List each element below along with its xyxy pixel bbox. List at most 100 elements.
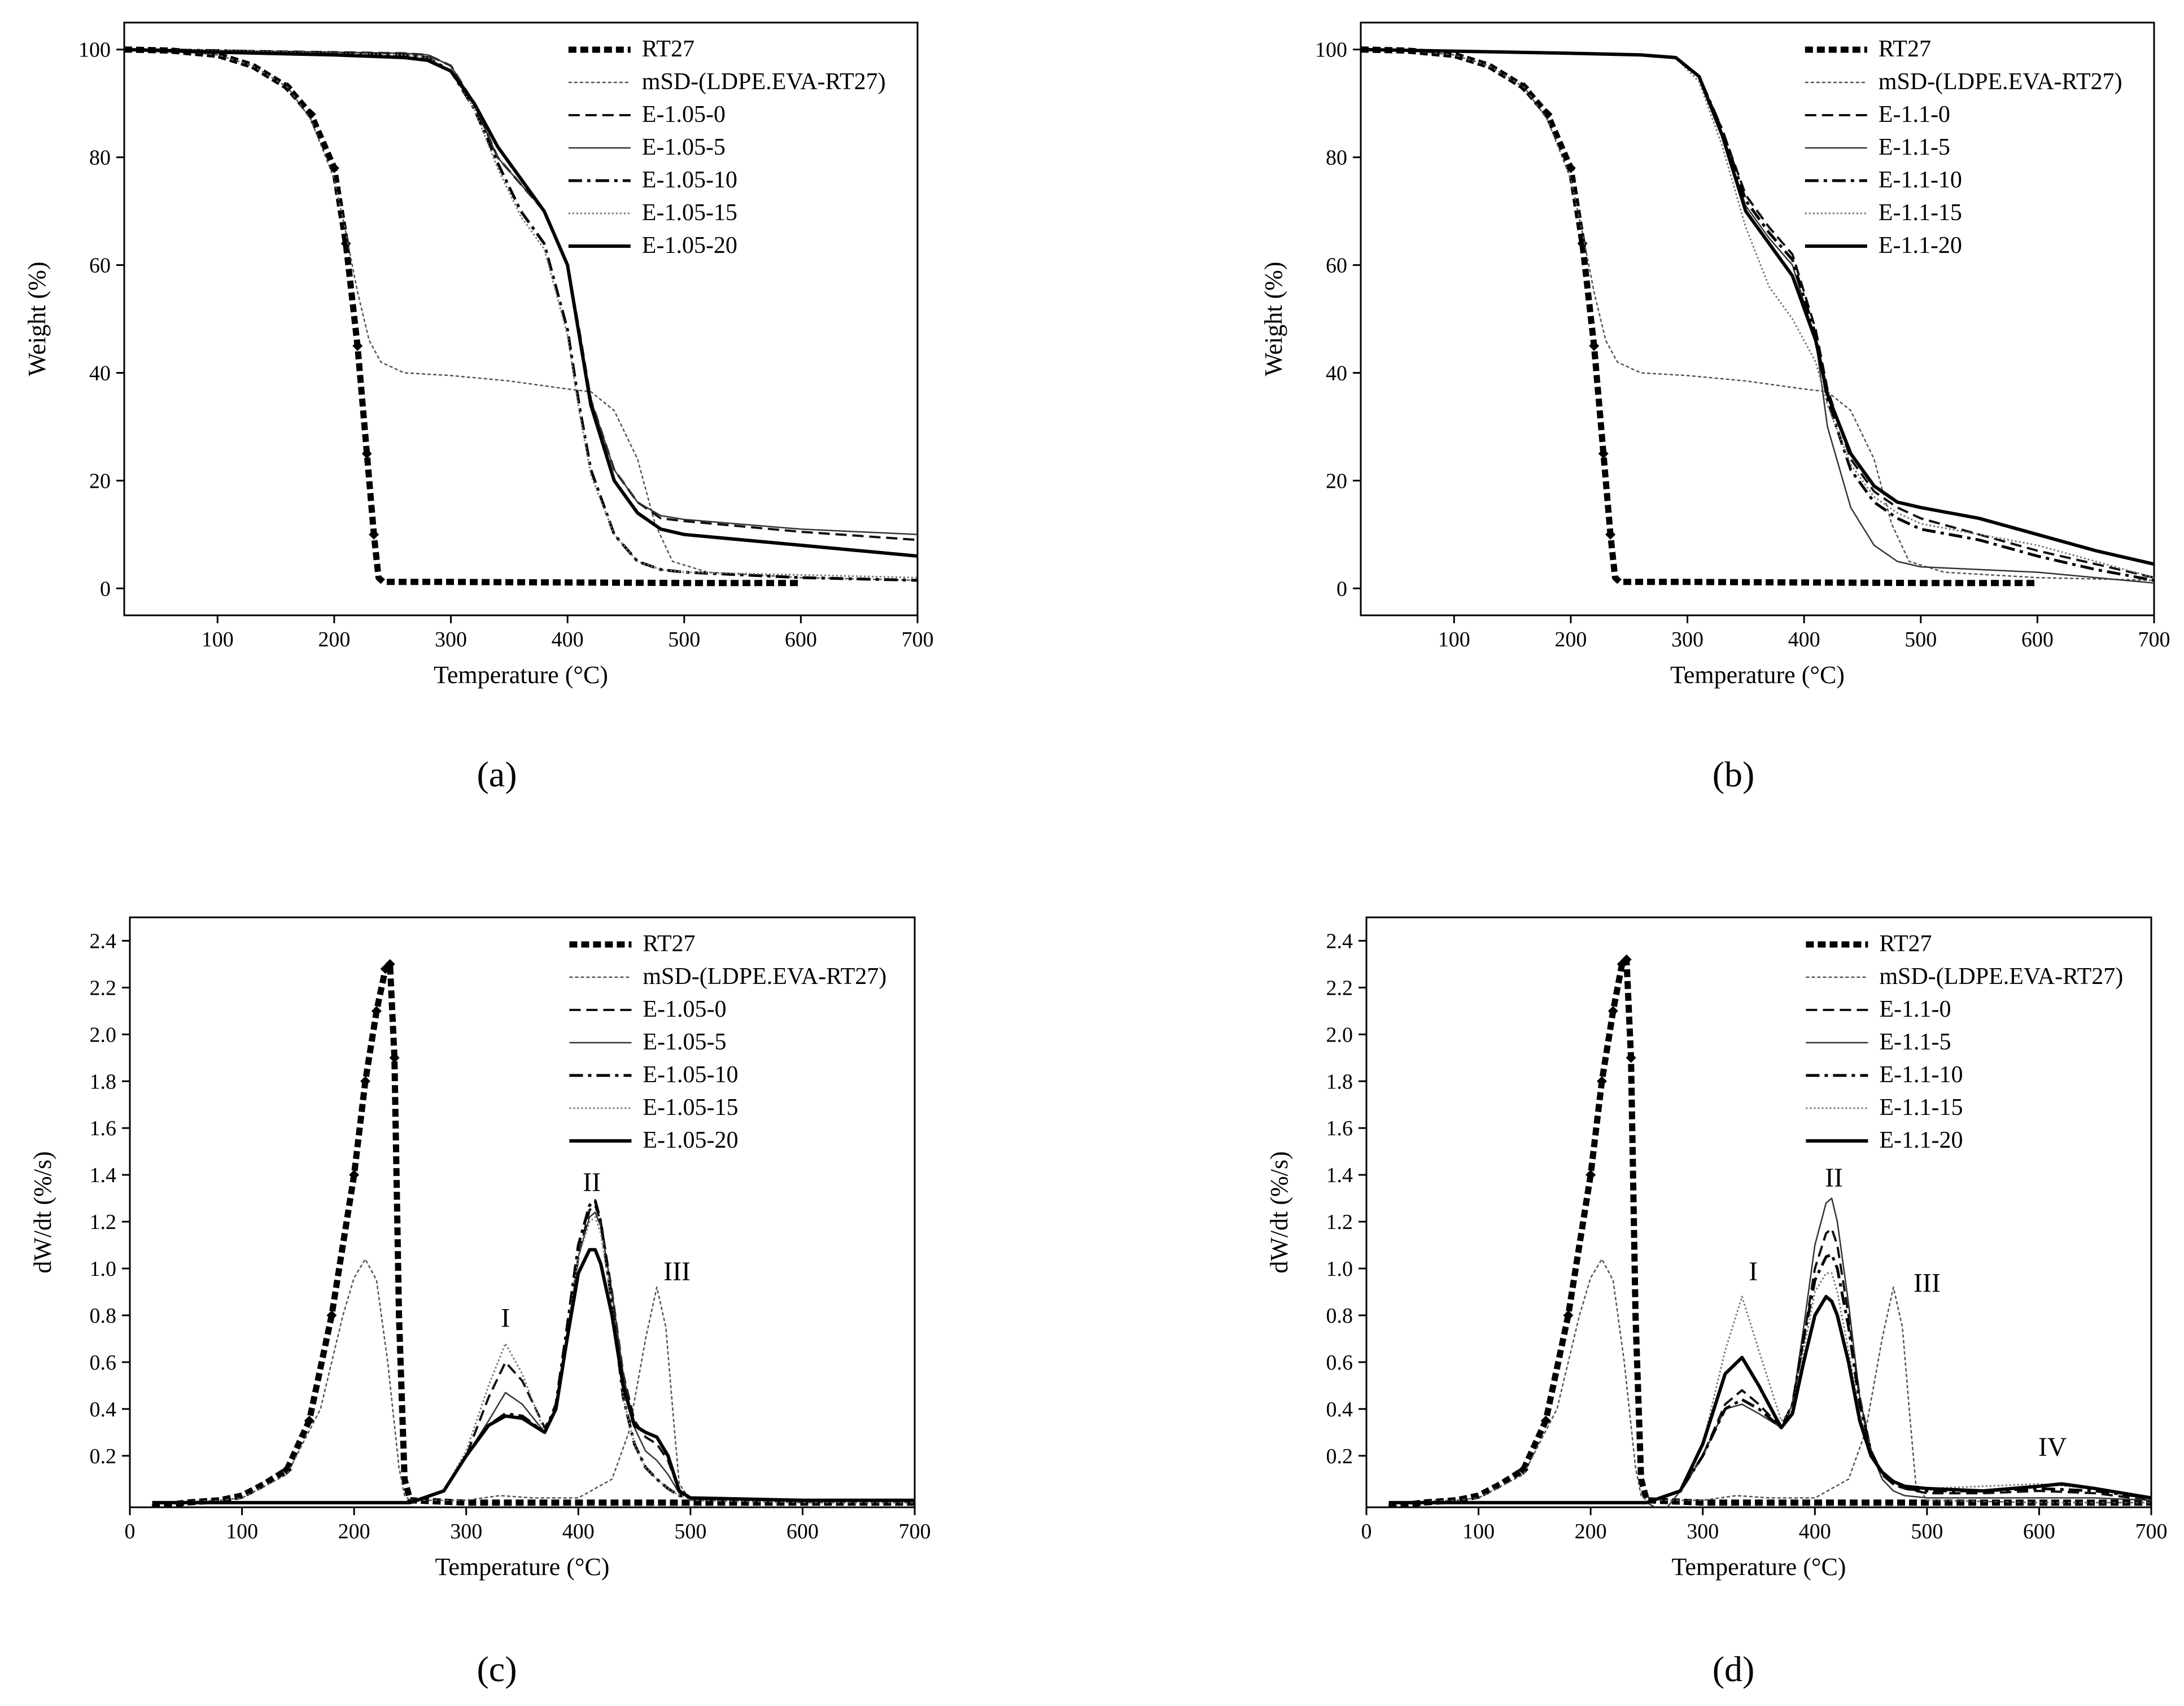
legend-label: E-1.1-0: [1879, 102, 1950, 128]
x-tick-label: 300: [1687, 1520, 1719, 1543]
legend-label: E-1.1-5: [1879, 1029, 1951, 1055]
series-line-e-1-05-0: [124, 48, 918, 541]
x-tick-label: 500: [668, 628, 700, 651]
x-tick-label: 200: [338, 1520, 370, 1543]
rt27-marker: [1608, 1005, 1618, 1016]
series-line-e-1-1-0: [1388, 1227, 2151, 1504]
x-tick-label: 400: [552, 628, 584, 651]
panel-d-chart: 0 100 200 300 400 500 600 700 0.2 0.4 0.6 0.8 1.0 1.2…: [1265, 916, 2168, 1581]
legend-label: E-1.1-15: [1879, 1095, 1963, 1121]
y-tick-label: 0: [1336, 577, 1347, 601]
rt27-marker: [385, 959, 395, 969]
y-tick-label: 0.8: [1326, 1304, 1353, 1328]
y-tick-label: 40: [1326, 361, 1347, 385]
x-tick-label: 400: [562, 1520, 595, 1543]
y-tick-label: 1.6: [1326, 1117, 1353, 1140]
legend-label: E-1.05-15: [643, 1095, 738, 1121]
legend-label: E-1.05-5: [643, 1029, 726, 1055]
series-line-e-1-05-10: [124, 48, 918, 582]
peak-label-i: I: [501, 1303, 510, 1333]
y-tick-label: 0.6: [90, 1351, 117, 1375]
legend-label: RT27: [1879, 36, 1931, 62]
series-line-rt27: [124, 46, 801, 587]
rt27-marker: [352, 340, 363, 351]
x-tick-label: 600: [787, 1520, 819, 1543]
series-line-e-1-05-0: [152, 1204, 915, 1504]
x-axis-title: Temperature (°C): [1670, 661, 1845, 689]
rt27-marker: [1589, 340, 1600, 351]
rt27-marker: [1577, 238, 1588, 249]
legend-label: E-1.05-20: [643, 1127, 738, 1153]
series-line-rt27: [1361, 46, 2038, 587]
y-axis-title: Weight (%): [23, 262, 51, 377]
legend-label: E-1.05-15: [642, 200, 737, 226]
plot-frame: [123, 21, 919, 616]
series-line-msd-ldpe-eva-rt27: [124, 49, 918, 581]
series-line-e-1-1-5: [1388, 1197, 2151, 1507]
panel-label-b: (b): [1712, 754, 1755, 794]
x-tick-label: 500: [674, 1520, 706, 1543]
legend-label: RT27: [643, 931, 695, 957]
legend-label: E-1.05-0: [642, 102, 726, 128]
plot-frame: [1360, 21, 2155, 616]
rt27-marker: [361, 448, 372, 459]
series-line-e-1-05-20: [152, 1248, 915, 1504]
series-line-e-1-1-15: [1361, 49, 2154, 579]
panel-label-c: (c): [477, 1649, 517, 1689]
x-tick-label: 100: [1462, 1520, 1495, 1543]
legend-label: E-1.1-20: [1879, 1127, 1963, 1153]
x-tick-label: 600: [2021, 628, 2054, 651]
y-tick-label: 2.2: [1326, 976, 1353, 1000]
x-tick-label: 100: [202, 628, 234, 651]
x-tick-label: 100: [226, 1520, 258, 1543]
y-tick-label: 1.0: [90, 1257, 117, 1281]
x-axis-title: Temperature (°C): [1672, 1553, 1846, 1581]
rt27-marker: [1542, 109, 1553, 120]
legend-label: mSD-(LDPE.EVA-RT27): [642, 69, 886, 95]
x-tick-label: 200: [1575, 1520, 1607, 1543]
legend-label: E-1.05-0: [643, 996, 726, 1022]
y-tick-label: 0: [100, 577, 111, 601]
y-tick-label: 100: [78, 38, 111, 62]
rt27-marker: [360, 1076, 370, 1087]
legend-label: E-1.1-0: [1879, 996, 1951, 1022]
x-tick-label: 300: [435, 628, 467, 651]
y-tick-label: 40: [89, 361, 111, 385]
x-tick-label: 0: [1361, 1520, 1372, 1543]
peak-label-iii: III: [1914, 1268, 1941, 1298]
peak-label-i: I: [1749, 1257, 1758, 1287]
rt27-marker: [282, 1464, 292, 1475]
x-tick-label: 200: [318, 628, 350, 651]
y-axis-title: Weight (%): [1260, 262, 1287, 377]
series-line-e-1-1-10: [1388, 1253, 2151, 1504]
rt27-marker: [389, 1052, 400, 1063]
plot-frame: [129, 916, 916, 1508]
y-tick-label: 80: [89, 146, 111, 170]
y-tick-label: 60: [89, 254, 111, 278]
y-tick-label: 1.0: [1326, 1257, 1353, 1281]
series-line-e-1-05-5: [152, 1211, 915, 1503]
peak-label-ii: II: [583, 1167, 601, 1197]
y-tick-label: 1.4: [1326, 1163, 1353, 1187]
x-tick-label: 700: [2135, 1520, 2168, 1543]
series-line-rt27: [151, 961, 915, 1507]
y-tick-label: 1.8: [1326, 1070, 1353, 1093]
x-axis-title: Temperature (°C): [435, 1553, 610, 1581]
legend-label: RT27: [642, 36, 694, 62]
legend-label: E-1.1-20: [1879, 233, 1962, 259]
legend-label: E-1.1-10: [1879, 167, 1962, 193]
legend-label: E-1.05-10: [643, 1062, 738, 1088]
y-tick-label: 20: [89, 469, 111, 493]
legend-label: E-1.1-10: [1879, 1062, 1963, 1088]
series-line-rt27: [1388, 956, 2151, 1507]
series-line-e-1-1-5: [1361, 49, 2154, 584]
peak-label-iv: IV: [2038, 1432, 2067, 1462]
x-tick-label: 500: [1905, 628, 1937, 651]
series-line-e-1-1-0: [1361, 48, 2154, 579]
y-tick-label: 0.4: [1326, 1398, 1353, 1421]
y-tick-label: 2.2: [90, 976, 117, 1000]
legend-label: RT27: [1879, 931, 1932, 957]
legend-label: mSD-(LDPE.EVA-RT27): [1879, 69, 2122, 95]
series-line-e-1-05-5: [124, 49, 918, 536]
